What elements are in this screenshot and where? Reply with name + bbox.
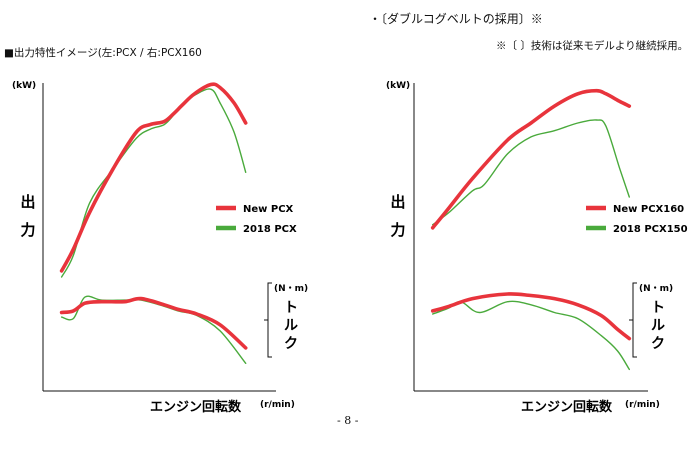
power-line-new <box>430 88 632 230</box>
torque-unit-label: (N・m) <box>639 284 673 294</box>
torque-bracket <box>632 282 637 358</box>
power-line-old <box>432 119 630 226</box>
section-heading: ・〔ダブルコグベルトの採用〕※ <box>369 12 543 26</box>
torque-axis-label-char: ト <box>284 300 298 316</box>
torque-unit-label: (N・m) <box>274 284 308 294</box>
x-unit-label: (r/min) <box>625 400 660 410</box>
torque-axis-label-char: ル <box>651 318 665 334</box>
torque-axis-label-char: ト <box>651 300 665 316</box>
x-axis-label: エンジン回転数 <box>150 399 242 415</box>
power-unit-label: (kW) <box>12 81 36 91</box>
power-unit-label: (kW) <box>386 81 410 91</box>
legend-label: New PCX <box>243 204 294 215</box>
power-line-old <box>60 88 247 278</box>
legend-label: 2018 PCX <box>243 224 297 235</box>
x-unit-label: (r/min) <box>260 400 295 410</box>
torque-line-new <box>430 292 632 341</box>
power-axis-label-char: 力 <box>390 221 405 239</box>
torque-line-new <box>59 296 248 350</box>
x-axis-label: エンジン回転数 <box>521 399 613 415</box>
note-text: ※〔 〕技術は従来モデルより継続採用。 <box>496 40 689 52</box>
chart-caption: ■出力特性イメージ(左:PCX / 右:PCX160 <box>4 47 202 59</box>
torque-line-old <box>432 300 630 371</box>
torque-bracket <box>267 282 272 358</box>
power-axis-label-char: 出 <box>390 193 405 211</box>
torque-axis-label-char: ル <box>284 318 298 334</box>
torque-axis-label-char: ク <box>284 336 298 352</box>
power-line-new <box>59 82 248 273</box>
legend-label: 2018 PCX150 <box>613 224 688 235</box>
page-number: - 8 - <box>337 414 359 427</box>
torque-line-old <box>60 295 247 364</box>
power-axis-label-char: 出 <box>20 193 35 211</box>
legend-label: New PCX160 <box>613 204 684 215</box>
torque-axis-label-char: ク <box>651 336 665 352</box>
power-axis-label-char: 力 <box>20 221 35 239</box>
